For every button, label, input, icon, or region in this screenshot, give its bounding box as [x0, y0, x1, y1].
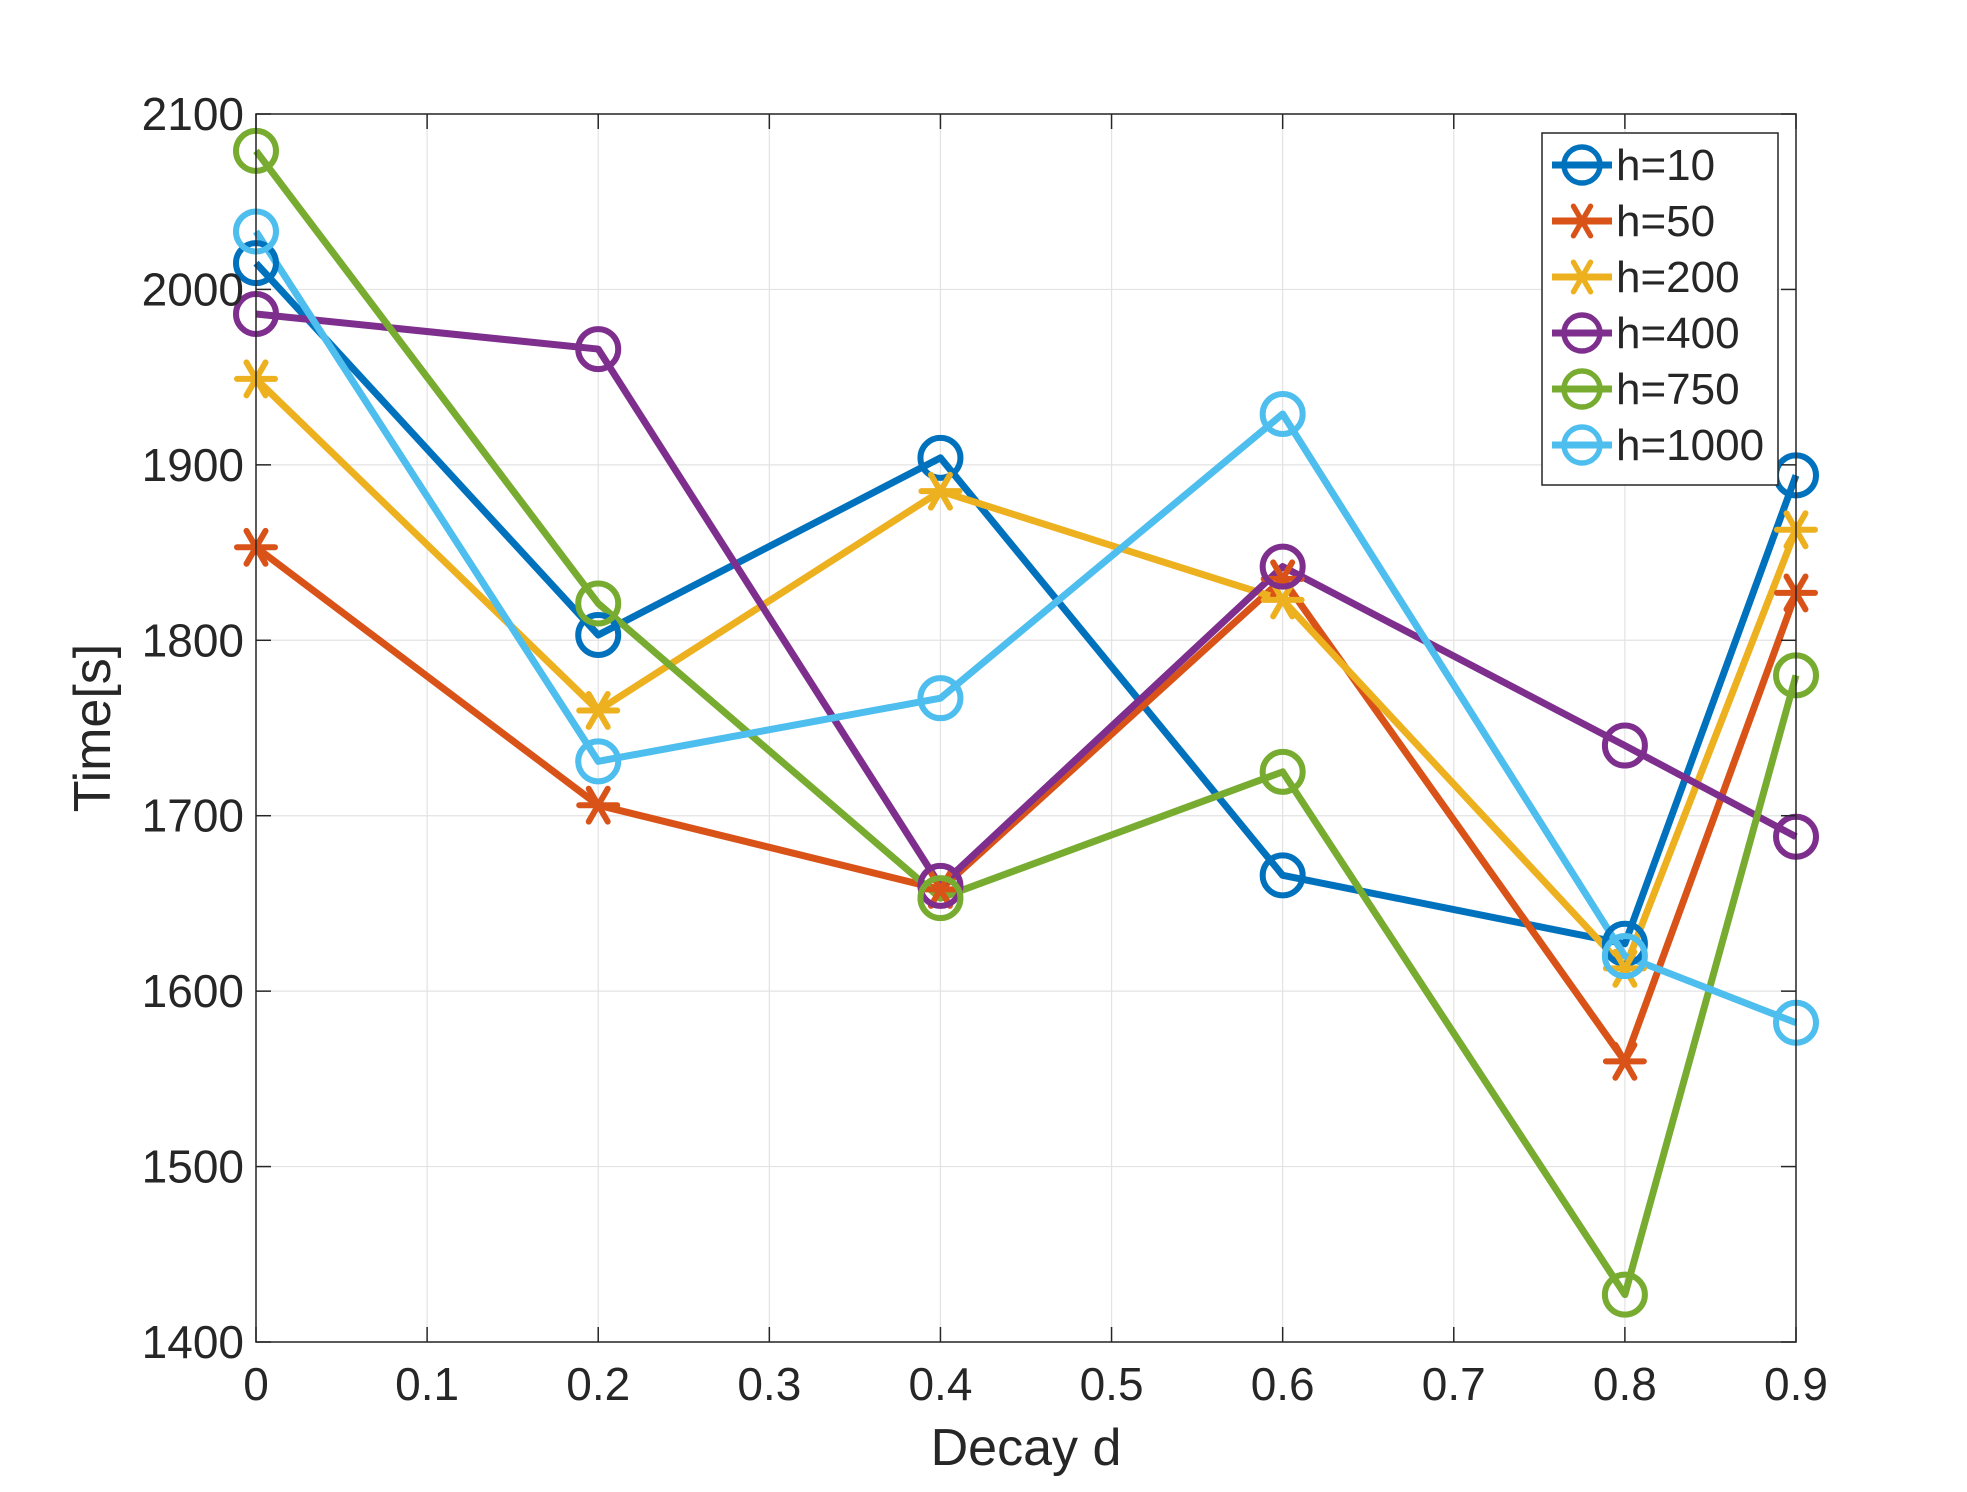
- x-tick-label: 0.2: [566, 1358, 630, 1410]
- y-tick-label: 1500: [142, 1141, 244, 1193]
- legend-item-h=10: h=10: [1552, 141, 1715, 190]
- y-axis-title: Time[s]: [64, 644, 122, 813]
- x-tick-label: 0.3: [737, 1358, 801, 1410]
- legend-item-h=1000: h=1000: [1552, 421, 1764, 470]
- y-tick-label: 1900: [142, 439, 244, 491]
- legend-label: h=50: [1616, 197, 1715, 246]
- y-tick-label: 1400: [142, 1316, 244, 1368]
- x-tick-label: 0.4: [908, 1358, 972, 1410]
- y-tick-label: 2100: [142, 88, 244, 140]
- legend-label: h=750: [1616, 365, 1740, 414]
- x-tick-label: 0: [243, 1358, 269, 1410]
- legend-label: h=1000: [1616, 421, 1764, 470]
- y-tick-label: 1800: [142, 614, 244, 666]
- y-tick-label: 2000: [142, 263, 244, 315]
- x-tick-label: 0.9: [1764, 1358, 1828, 1410]
- y-tick-label: 1600: [142, 965, 244, 1017]
- legend-item-h=750: h=750: [1552, 365, 1740, 414]
- x-tick-label: 0.1: [395, 1358, 459, 1410]
- line-chart: 0 0.1 0.2 0.3 0.4 0.5 0.6 0.7 0.8 0.9 1400 1500 1600…: [0, 0, 1967, 1492]
- x-tick-label: 0.8: [1593, 1358, 1657, 1410]
- y-tick-label: 1700: [142, 790, 244, 842]
- legend-label: h=200: [1616, 253, 1740, 302]
- legend-item-h=400: h=400: [1552, 309, 1740, 358]
- x-axis-title: Decay d: [931, 1419, 1122, 1477]
- legend-label: h=10: [1616, 141, 1715, 190]
- legend-label: h=400: [1616, 309, 1740, 358]
- x-tick-label: 0.7: [1422, 1358, 1486, 1410]
- x-tick-label: 0.6: [1251, 1358, 1315, 1410]
- legend: h=10 h=50 h=200 h=400 h=750 h=1000: [1542, 133, 1778, 485]
- x-tick-label: 0.5: [1080, 1358, 1144, 1410]
